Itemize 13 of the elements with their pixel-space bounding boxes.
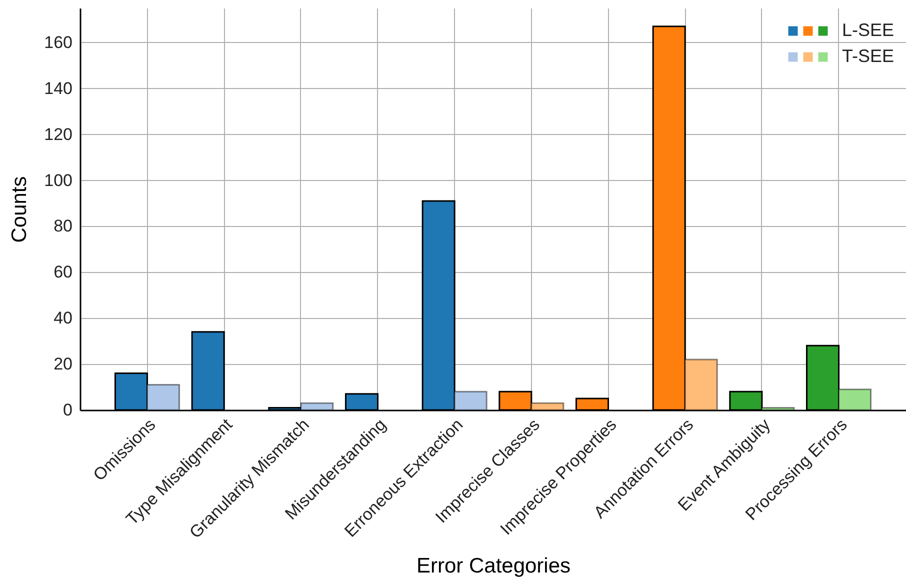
legend-label: T-SEE (842, 46, 894, 66)
y-tick-label: 40 (54, 308, 72, 328)
y-tick-label: 140 (44, 78, 72, 98)
y-tick-label: 60 (54, 262, 72, 282)
y-tick-label: 80 (54, 216, 72, 236)
x-axis-title: Error Categories (416, 554, 571, 578)
y-tick-label: 160 (44, 32, 72, 52)
y-axis-title: Counts (8, 176, 32, 243)
y-tick-label: 20 (54, 354, 72, 374)
y-tick-label: 0 (63, 400, 72, 420)
y-tick-label: 100 (44, 170, 72, 190)
y-tick-label: 120 (44, 124, 72, 144)
legend-label: L-SEE (842, 20, 894, 40)
